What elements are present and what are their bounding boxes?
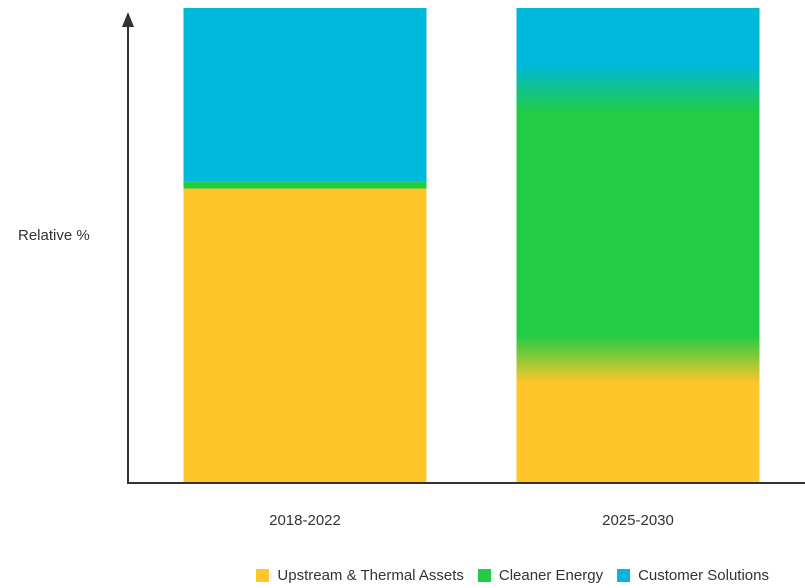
legend-swatch-icon — [477, 569, 491, 582]
x-tick-labels: 2018-2022 2025-2030 — [269, 512, 674, 529]
x-tick-label-2018-2022: 2018-2022 — [269, 512, 341, 529]
legend-item: Upstream & Thermal Assets — [256, 567, 464, 584]
legend-label: Customer Solutions — [638, 567, 769, 584]
bar-segment-2018-2022-customer-solutions — [183, 8, 427, 182]
bars-group — [183, 8, 760, 483]
y-axis-label: Relative % — [18, 227, 90, 244]
bar-segment-2018-2022-cleaner-energy — [183, 181, 427, 189]
legend-label: Cleaner Energy — [498, 567, 604, 584]
legend: Upstream & Thermal Assets Cleaner Energy C… — [0, 567, 805, 584]
legend-swatch-icon — [617, 569, 631, 582]
bar-segment-2018-2022-upstream-thermal-assets — [183, 188, 427, 483]
legend-label: Upstream & Thermal Assets — [277, 567, 464, 584]
x-tick-label-2025-2030: 2025-2030 — [602, 512, 674, 529]
legend-item: Cleaner Energy — [477, 567, 604, 584]
legend-swatch-icon — [256, 569, 270, 582]
legend-item: Customer Solutions — [617, 567, 769, 584]
bar-2025-2030 — [516, 8, 760, 483]
y-axis-arrow-icon — [122, 12, 134, 27]
